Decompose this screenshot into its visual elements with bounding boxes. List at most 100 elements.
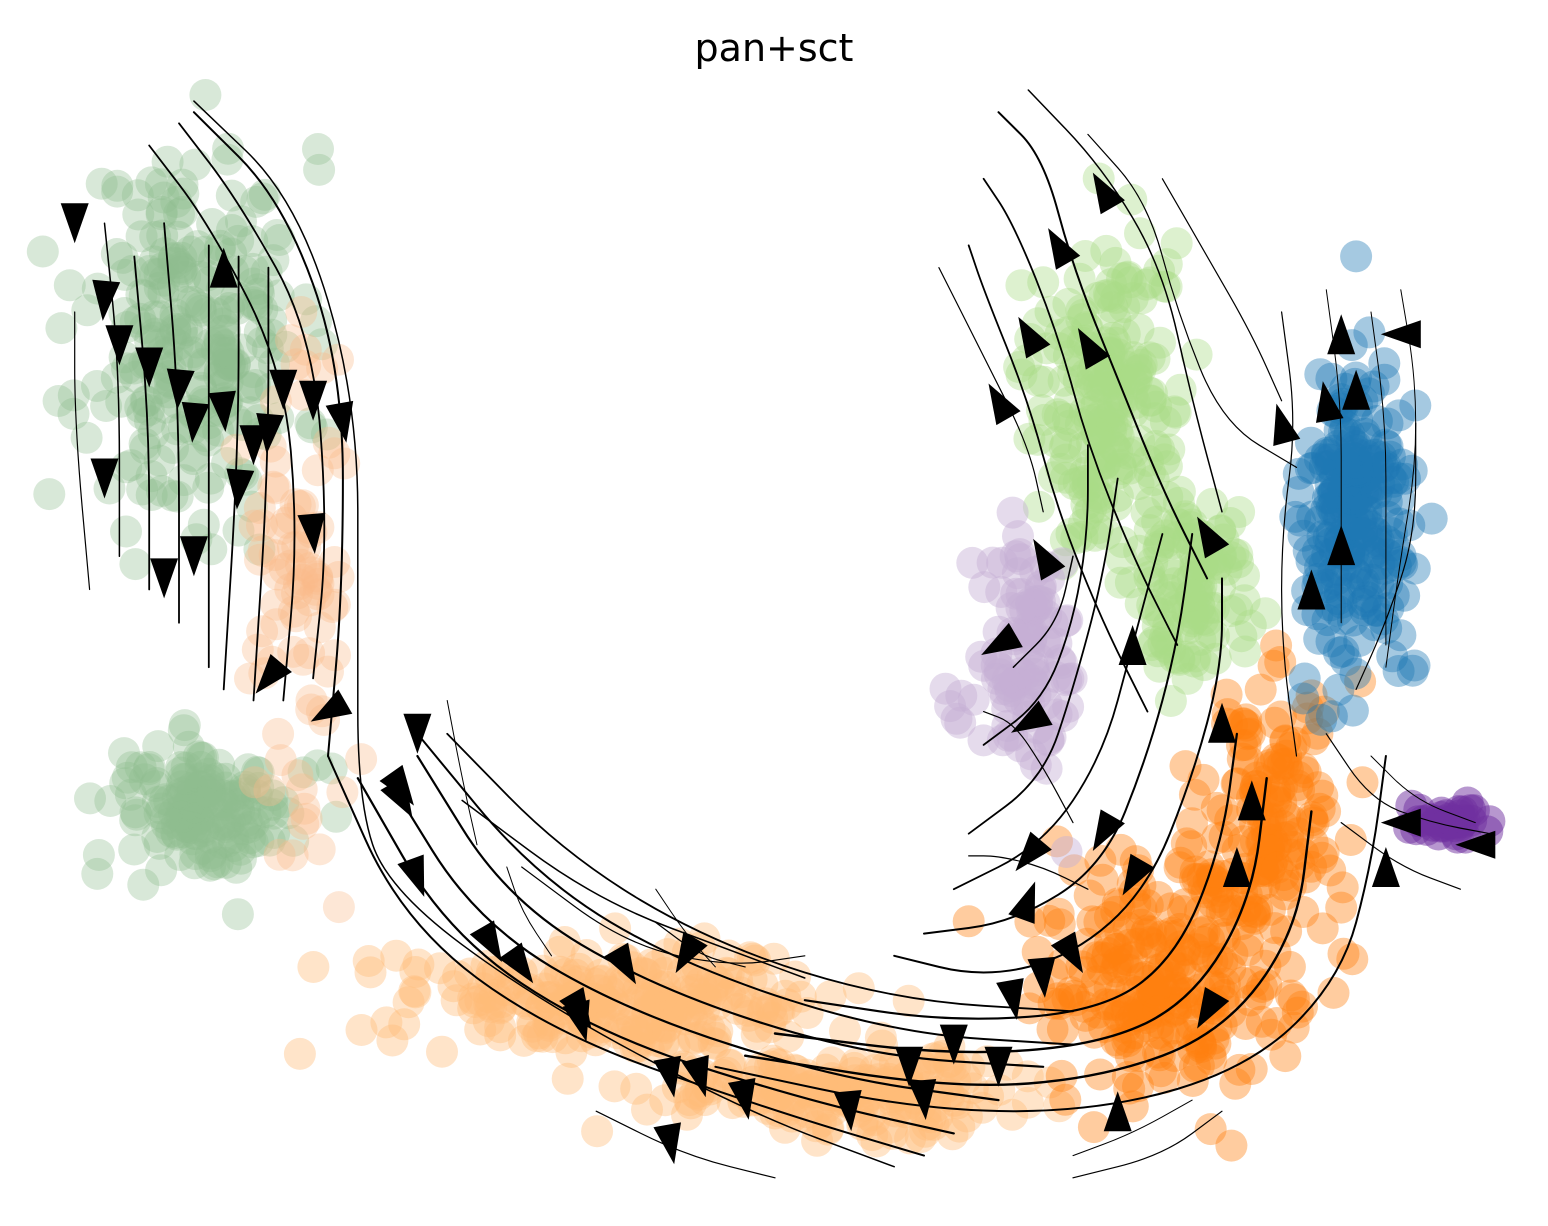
streamline <box>1072 1099 1193 1157</box>
cell-point <box>237 807 270 840</box>
cell-point <box>1234 984 1267 1017</box>
cell-point <box>829 1015 861 1047</box>
cell-point <box>242 273 275 306</box>
cell-point <box>1193 923 1226 956</box>
cell-point <box>1017 667 1050 700</box>
streamline <box>982 444 1089 746</box>
cell-point <box>147 181 180 214</box>
cell-point <box>983 658 1016 691</box>
cell-point <box>778 1083 811 1116</box>
cell-point <box>1118 999 1151 1032</box>
cell-point <box>1337 504 1370 537</box>
cell-point <box>772 1094 805 1127</box>
cell-point <box>1347 477 1379 510</box>
cell-point <box>1296 801 1328 834</box>
cell-point <box>1196 858 1228 891</box>
cell-point <box>128 763 161 796</box>
cell-point <box>1393 509 1426 542</box>
cell-point <box>243 533 276 566</box>
cell-point <box>283 490 316 523</box>
cell-point <box>1321 594 1354 627</box>
cell-point <box>1158 641 1191 674</box>
cell-point <box>1194 1038 1227 1071</box>
cell-point <box>159 315 192 348</box>
cell-point <box>1086 373 1118 406</box>
cell-point <box>1062 364 1095 397</box>
cell-point <box>1256 823 1289 856</box>
cell-point <box>225 333 258 366</box>
cell-point <box>631 1093 663 1126</box>
cell-point <box>194 328 227 361</box>
cell-point <box>1030 599 1063 632</box>
cell-point <box>1263 744 1296 777</box>
cell-point <box>203 234 236 267</box>
cell-point <box>165 800 198 833</box>
cell-point <box>1124 353 1157 386</box>
cell-point <box>223 795 256 828</box>
velocity-arrowhead <box>256 412 285 455</box>
cell-point <box>1108 365 1141 398</box>
cell-point <box>260 588 293 621</box>
cell-point <box>934 690 967 723</box>
cell-point <box>220 281 253 313</box>
cell-point <box>912 1054 945 1087</box>
cell-point <box>1143 650 1176 683</box>
cell-point <box>983 652 1016 685</box>
cell-point <box>1305 703 1338 736</box>
cell-point <box>934 1051 967 1084</box>
cell-point <box>1101 932 1134 965</box>
cell-point <box>805 1068 838 1101</box>
cell-point <box>274 549 307 582</box>
cell-point <box>154 323 187 356</box>
cell-point <box>33 478 66 511</box>
cell-point <box>1330 484 1363 517</box>
cell-point <box>996 496 1029 529</box>
cell-point <box>209 347 242 380</box>
cell-point <box>1121 927 1154 960</box>
cell-point <box>134 405 166 438</box>
cell-point <box>1348 417 1381 450</box>
cell-point <box>1105 542 1138 575</box>
cell-point <box>758 1082 791 1115</box>
cell-point <box>212 336 245 369</box>
cell-point <box>1114 452 1146 485</box>
cell-point <box>184 750 217 783</box>
cell-point <box>944 706 977 739</box>
cell-point <box>633 981 666 1014</box>
cell-point <box>1339 460 1372 493</box>
cell-point <box>1136 983 1169 1016</box>
cell-point <box>221 898 254 931</box>
cell-point <box>1241 893 1274 926</box>
cell-point <box>1260 829 1293 862</box>
cell-point <box>1350 439 1383 472</box>
cell-point <box>157 246 190 279</box>
cell-point <box>1181 578 1213 611</box>
cell-point <box>615 1005 648 1038</box>
cell-point <box>1287 896 1320 928</box>
cell-point <box>326 776 359 809</box>
cell-point <box>1138 342 1171 375</box>
cell-point <box>1249 949 1282 982</box>
cell-point <box>1094 359 1127 391</box>
cell-point <box>156 269 189 302</box>
cell-point <box>1111 990 1144 1023</box>
cell-point <box>1330 446 1363 479</box>
cell-point <box>1175 1019 1208 1052</box>
cell-point <box>1340 446 1373 479</box>
cell-point <box>1261 851 1294 884</box>
cell-point <box>1225 908 1258 941</box>
cell-point <box>1125 990 1158 1022</box>
cell-point <box>1116 282 1149 315</box>
cell-point <box>287 807 320 840</box>
cell-point <box>1110 261 1143 294</box>
cell-point <box>1068 456 1101 489</box>
cell-point <box>1262 752 1295 785</box>
cell-point <box>1269 1040 1302 1073</box>
cell-point <box>630 1012 663 1045</box>
cell-point <box>1296 500 1329 533</box>
cell-point <box>1051 316 1084 349</box>
cell-point <box>1115 364 1148 397</box>
cell-point <box>211 366 244 398</box>
cell-point <box>687 977 720 1010</box>
cell-point <box>185 791 218 824</box>
